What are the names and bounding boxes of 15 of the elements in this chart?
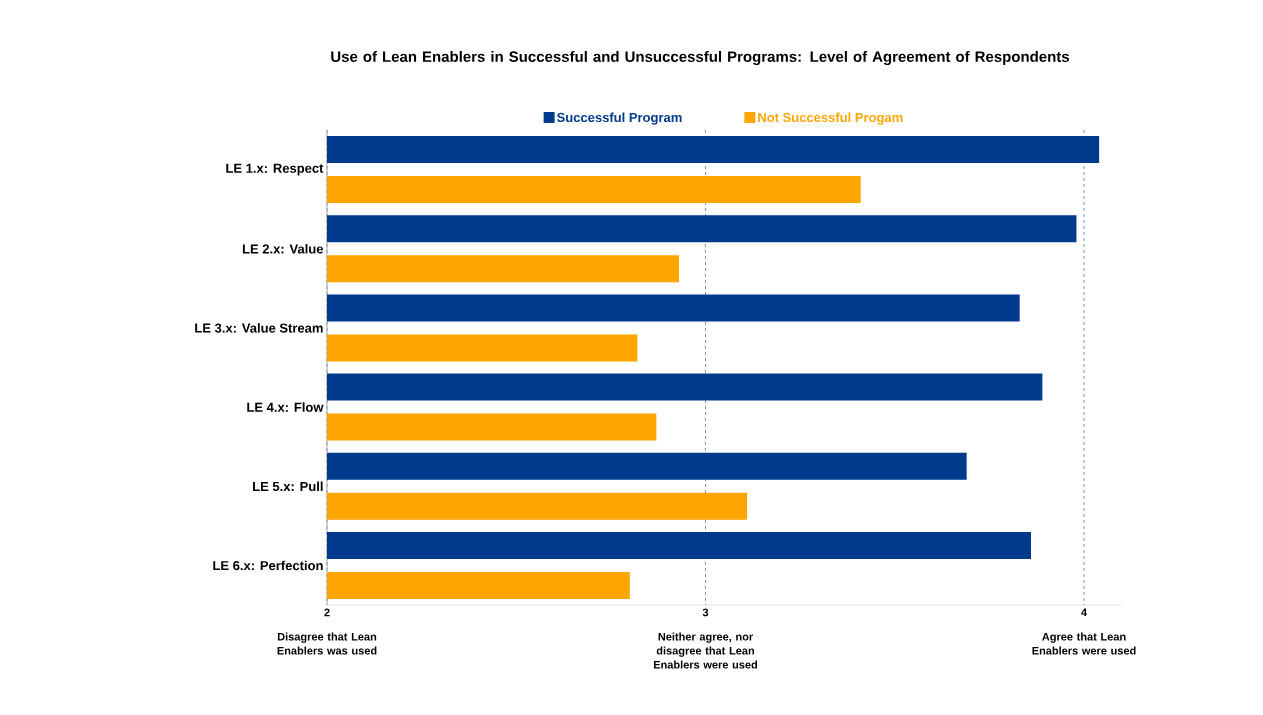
y-tick-label: LE 4.x: Flow bbox=[247, 402, 324, 412]
x-tick-label: 3 bbox=[702, 608, 709, 617]
legend-label: Not Successful Progam bbox=[758, 112, 903, 125]
y-tick-label: LE 3.x: Value Stream bbox=[195, 323, 323, 333]
text: Agree that Lean Enablers were used bbox=[1032, 632, 1136, 655]
y-tick-label: LE 1.x: Respect bbox=[226, 163, 324, 176]
y-tick-label: LE 5.x: Pull bbox=[253, 481, 323, 492]
chart-title: Use of Lean Enablers in Successful and Unsuccessful Programs: Level of Agreement of Respondents bbox=[331, 50, 1070, 66]
legend-label: Successful Program bbox=[556, 112, 682, 125]
text: Disagree that Lean Enablers was used bbox=[277, 632, 377, 655]
y-tick-label: LE 6.x: Perfection bbox=[213, 560, 323, 571]
x-tick-label: 2 bbox=[324, 608, 330, 617]
x-tick-label: 4 bbox=[1081, 608, 1087, 617]
y-tick-label: LE 2.x: Value bbox=[242, 243, 324, 254]
text: Neither agree, nor disagree that Lean Enablers were used bbox=[653, 632, 758, 669]
